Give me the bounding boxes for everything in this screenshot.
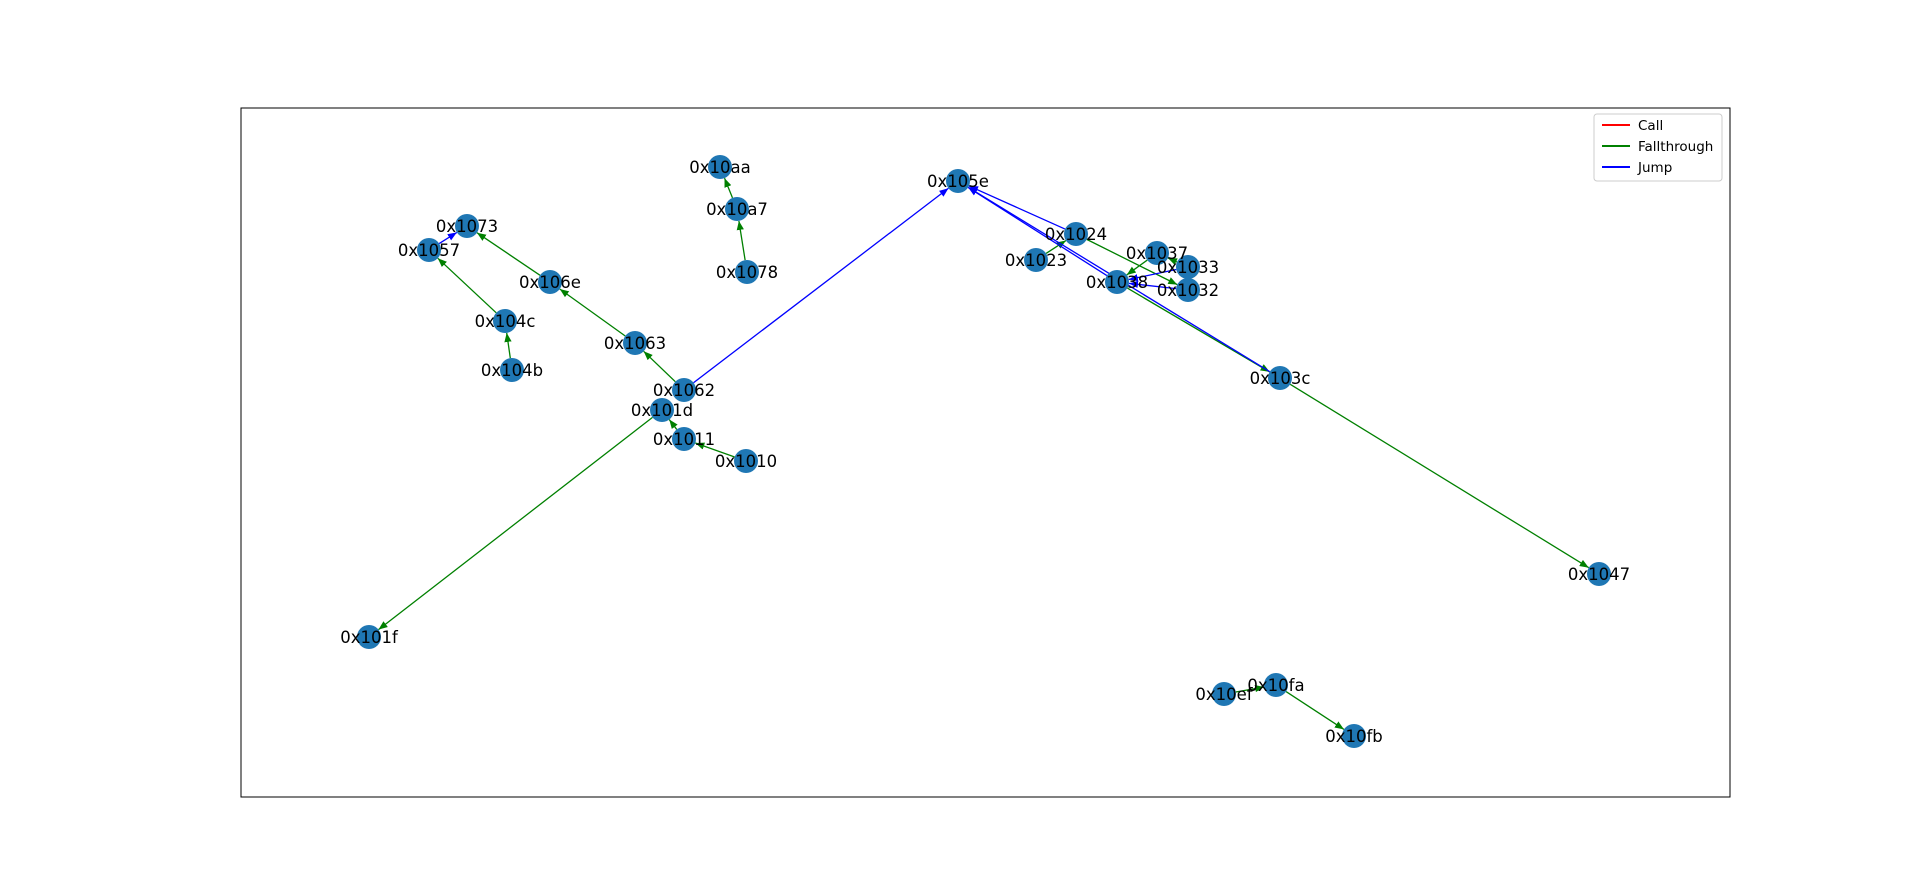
edge-jump-0x1032-0x1038 <box>1128 280 1177 290</box>
node-0x101d[interactable] <box>650 398 674 422</box>
node-label-0x1078: 0x1078 <box>716 263 778 282</box>
node-label-0x104c: 0x104c <box>475 312 536 331</box>
node-label-0x10ef: 0x10ef <box>1195 685 1253 704</box>
nodes-layer <box>357 155 1611 748</box>
node-label-0x10a7: 0x10a7 <box>706 200 768 219</box>
node-0x1024[interactable] <box>1064 222 1088 246</box>
node-label-0x1047: 0x1047 <box>1568 565 1630 584</box>
node-0x10ef[interactable] <box>1212 682 1236 706</box>
node-label-0x1057: 0x1057 <box>398 241 460 260</box>
edge-fallthrough-0x1063-0x106e <box>559 288 626 337</box>
edge-jump-0x1024-0x105e <box>968 185 1066 230</box>
node-0x104c[interactable] <box>493 309 517 333</box>
edge-fallthrough-0x10ef-0x10fa <box>1235 685 1265 693</box>
edge-fallthrough-0x103c-0x1047 <box>1289 383 1590 569</box>
node-label-0x103c: 0x103c <box>1250 369 1311 388</box>
legend: Call Fallthrough Jump <box>1593 113 1723 182</box>
node-0x10fb[interactable] <box>1342 724 1366 748</box>
node-0x1047[interactable] <box>1587 562 1611 586</box>
node-0x1011[interactable] <box>672 427 696 451</box>
node-label-0x1037: 0x1037 <box>1126 244 1188 263</box>
node-label-0x1023: 0x1023 <box>1005 251 1067 270</box>
node-0x10aa[interactable] <box>708 155 732 179</box>
edge-jump-0x1062-0x105e <box>693 187 949 384</box>
node-label-0x1032: 0x1032 <box>1157 281 1219 300</box>
node-0x1037[interactable] <box>1145 241 1169 265</box>
edge-fallthrough-0x1023-0x1024 <box>1045 239 1067 255</box>
edge-fallthrough-0x1038-0x103c <box>1127 287 1270 373</box>
node-0x1078[interactable] <box>735 260 759 284</box>
node-label-0x104b: 0x104b <box>481 361 543 380</box>
edge-fallthrough-0x1011-0x101d <box>668 419 678 430</box>
edge-fallthrough-0x10fa-0x10fb <box>1285 691 1345 730</box>
node-label-0x10fb: 0x10fb <box>1325 727 1383 746</box>
node-0x1032[interactable] <box>1176 278 1200 302</box>
node-label-0x1011: 0x1011 <box>653 430 715 449</box>
node-label-0x105e: 0x105e <box>927 172 989 191</box>
edges-layer <box>378 177 1590 730</box>
node-label-0x1063: 0x1063 <box>604 334 666 353</box>
node-label-0x101d: 0x101d <box>631 401 693 420</box>
legend-box <box>1593 113 1723 182</box>
edge-fallthrough-0x1037-0x1038 <box>1126 259 1148 276</box>
node-label-0x1062: 0x1062 <box>653 381 715 400</box>
edge-fallthrough-0x1033-0x1037 <box>1167 257 1178 266</box>
plot-frame <box>240 107 1731 798</box>
node-0x1057[interactable] <box>417 238 441 262</box>
edge-jump-0x1057-0x1073 <box>438 231 458 245</box>
edge-fallthrough-0x1078-0x10a7 <box>736 220 746 261</box>
legend-fallthrough-label: Fallthrough <box>1638 139 1713 155</box>
node-label-0x1073: 0x1073 <box>436 217 498 236</box>
node-0x1063[interactable] <box>623 331 647 355</box>
node-0x104b[interactable] <box>500 358 524 382</box>
edge-fallthrough-0x106e-0x1073 <box>476 232 541 276</box>
node-0x1062[interactable] <box>672 378 696 402</box>
edge-jump-0x1038-0x105e <box>967 186 1108 277</box>
node-0x1010[interactable] <box>734 449 758 473</box>
node-label-0x1038: 0x1038 <box>1086 273 1148 292</box>
node-0x1038[interactable] <box>1105 270 1129 294</box>
node-label-0x1033: 0x1033 <box>1157 258 1219 277</box>
node-label-0x1024: 0x1024 <box>1045 225 1107 244</box>
node-0x10fa[interactable] <box>1264 673 1288 697</box>
node-0x105e[interactable] <box>946 169 970 193</box>
edge-fallthrough-0x101d-0x101f <box>378 416 653 631</box>
labels-layer: 0x10aa 0x10a7 0x1078 0x105e 0x1073 0x1057 0x10… <box>340 158 1630 746</box>
edge-fallthrough-0x1010-0x1011 <box>695 442 735 458</box>
node-label-0x10aa: 0x10aa <box>689 158 750 177</box>
edge-fallthrough-0x104b-0x104c <box>504 332 512 359</box>
legend-jump-label: Jump <box>1637 160 1672 176</box>
edge-jump-0x1033-0x1038 <box>1128 268 1177 282</box>
node-0x1033[interactable] <box>1176 255 1200 279</box>
edge-fallthrough-0x10a7-0x10aa <box>723 177 734 199</box>
node-0x10a7[interactable] <box>725 197 749 221</box>
node-label-0x106e: 0x106e <box>519 273 581 292</box>
node-0x103c[interactable] <box>1268 366 1292 390</box>
node-label-0x10fa: 0x10fa <box>1247 676 1304 695</box>
node-0x106e[interactable] <box>538 270 562 294</box>
node-label-0x101f: 0x101f <box>340 628 399 647</box>
edge-fallthrough-0x104c-0x1057 <box>437 257 497 314</box>
node-0x1073[interactable] <box>455 214 479 238</box>
legend-call-label: Call <box>1638 118 1663 134</box>
node-0x101f[interactable] <box>357 625 381 649</box>
edge-fallthrough-0x1024-0x1032 <box>1086 238 1178 286</box>
node-label-0x1010: 0x1010 <box>715 452 777 471</box>
node-0x1023[interactable] <box>1024 248 1048 272</box>
edge-fallthrough-0x1062-0x1063 <box>643 350 676 383</box>
